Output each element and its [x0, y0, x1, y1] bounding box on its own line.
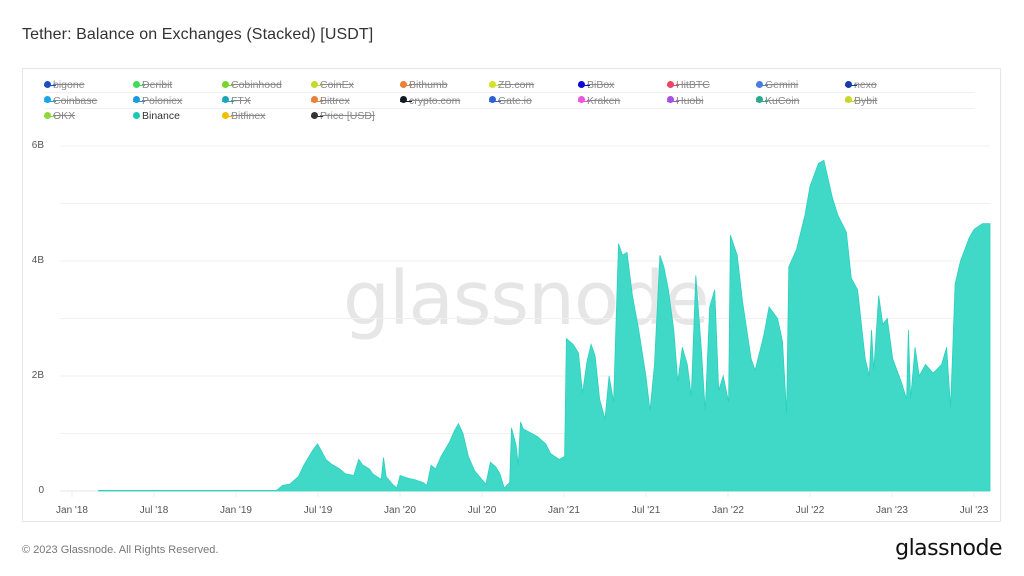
legend-dot-icon [311, 111, 318, 119]
x-tick-label: Jan '19 [220, 505, 252, 516]
legend-item-nexo[interactable]: nexo [845, 78, 877, 92]
legend-item-cobinhood[interactable]: Cobinhood [222, 78, 282, 92]
legend-item-kraken[interactable]: Kraken [578, 94, 620, 108]
legend-dot-icon [400, 96, 407, 104]
x-tick-label: Jan '22 [712, 505, 744, 516]
legend-label: OKX [53, 110, 76, 122]
glassnode-logo[interactable]: glassnode [895, 536, 1002, 561]
y-tick-label: 6B [31, 140, 44, 151]
legend-divider [44, 108, 974, 109]
legend-item-bithumb[interactable]: Bithumb [400, 78, 448, 92]
x-tick-label: Jul '19 [303, 505, 333, 516]
x-tick-label: Jan '20 [384, 505, 416, 516]
copyright-text: © 2023 Glassnode. All Rights Reserved. [22, 544, 219, 556]
x-tick-label: Jul '18 [139, 505, 169, 516]
legend-dot-icon [311, 80, 318, 88]
legend-label: crypto.com [409, 94, 461, 107]
legend-item-bibox[interactable]: BiBox [578, 78, 614, 92]
legend-dot-icon [489, 96, 496, 104]
legend-item-zb-com[interactable]: ZB.com [489, 78, 534, 92]
x-tick-label: Jul '20 [467, 505, 497, 516]
legend-dot-icon [222, 96, 229, 104]
y-tick-label: 2B [31, 370, 44, 381]
legend-dot-icon [400, 80, 407, 88]
legend-item-coinbase[interactable]: Coinbase [44, 94, 97, 108]
legend-label: Gate.io [498, 94, 532, 107]
x-tick-label: Jan '18 [56, 505, 88, 516]
legend-label: BiBox [587, 79, 615, 91]
legend-dot-icon [756, 96, 763, 104]
legend-label: Price [USD] [320, 110, 375, 122]
legend-label: bigone [53, 79, 85, 91]
legend-item-bigone[interactable]: bigone [44, 78, 85, 92]
legend-dot-icon [667, 80, 674, 88]
legend-label: Poloniex [142, 94, 183, 107]
legend-dot-icon [44, 80, 51, 88]
legend-item-bittrex[interactable]: Bittrex [311, 94, 350, 108]
legend-item-poloniex[interactable]: Poloniex [133, 94, 182, 108]
legend-item-bybit[interactable]: Bybit [845, 94, 877, 108]
legend-label: Coinbase [53, 94, 98, 107]
legend-label: Deribit [142, 79, 173, 91]
legend-label: Bittrex [320, 94, 350, 107]
legend-dot-icon [133, 80, 140, 88]
legend-item-crypto-com[interactable]: crypto.com [400, 94, 460, 108]
legend-label: Cobinhood [231, 79, 282, 91]
legend-label: CoinEx [320, 79, 354, 91]
watermark: glassnode [343, 256, 710, 342]
legend-label: Bybit [854, 94, 878, 107]
legend-label: Gemini [765, 79, 799, 91]
legend-item-bitfinex[interactable]: Bitfinex [222, 109, 265, 123]
legend-label: FTX [231, 94, 251, 107]
legend-item-deribit[interactable]: Deribit [133, 78, 172, 92]
legend-divider [44, 92, 974, 93]
legend-dot-icon [667, 96, 674, 104]
legend-item-ftx[interactable]: FTX [222, 94, 251, 108]
legend-dot-icon [489, 80, 496, 88]
legend-label: Binance [142, 110, 180, 122]
legend-item-hitbtc[interactable]: HitBTC [667, 78, 710, 92]
legend-label: Huobi [676, 94, 704, 107]
x-tick-label: Jul '22 [795, 505, 825, 516]
binance-area [98, 159, 991, 492]
legend-label: Kraken [587, 94, 621, 107]
x-tick-label: Jul '21 [631, 505, 661, 516]
x-tick-label: Jan '21 [548, 505, 580, 516]
x-tick-marks [71, 491, 975, 497]
legend-label: Bithumb [409, 79, 448, 91]
legend-dot-icon [311, 96, 318, 104]
x-tick-label: Jul '23 [959, 505, 989, 516]
legend-item-huobi[interactable]: Huobi [667, 94, 703, 108]
legend-dot-icon [845, 80, 852, 88]
legend-dot-icon [44, 96, 51, 104]
legend-dot-icon [133, 96, 140, 104]
legend-dot-icon [756, 80, 763, 88]
legend-dot-icon [133, 111, 140, 119]
chart-title: Tether: Balance on Exchanges (Stacked) [… [22, 26, 374, 43]
y-tick-label: 4B [31, 255, 44, 266]
legend-item-binance[interactable]: Binance [133, 109, 180, 123]
legend-item-price-usd[interactable]: Price [USD] [311, 109, 375, 123]
legend-dot-icon [578, 96, 585, 104]
y-tick-label: 0 [38, 485, 44, 496]
legend-item-okx[interactable]: OKX [44, 109, 75, 123]
legend-item-kucoin[interactable]: KuCoin [756, 94, 799, 108]
x-tick-label: Jan '23 [876, 505, 908, 516]
legend-dot-icon [578, 80, 585, 88]
legend-dot-icon [44, 111, 51, 119]
legend-label: nexo [854, 79, 877, 91]
legend-dot-icon [845, 96, 852, 104]
legend-dot-icon [222, 80, 229, 88]
legend-dot-icon [222, 111, 229, 119]
legend-label: ZB.com [498, 79, 535, 91]
legend-label: Bitfinex [231, 110, 266, 122]
legend-item-gate-io[interactable]: Gate.io [489, 94, 532, 108]
legend-label: HitBTC [676, 79, 710, 91]
legend-item-coinex[interactable]: CoinEx [311, 78, 354, 92]
legend-label: KuCoin [765, 94, 800, 107]
legend-item-gemini[interactable]: Gemini [756, 78, 798, 92]
